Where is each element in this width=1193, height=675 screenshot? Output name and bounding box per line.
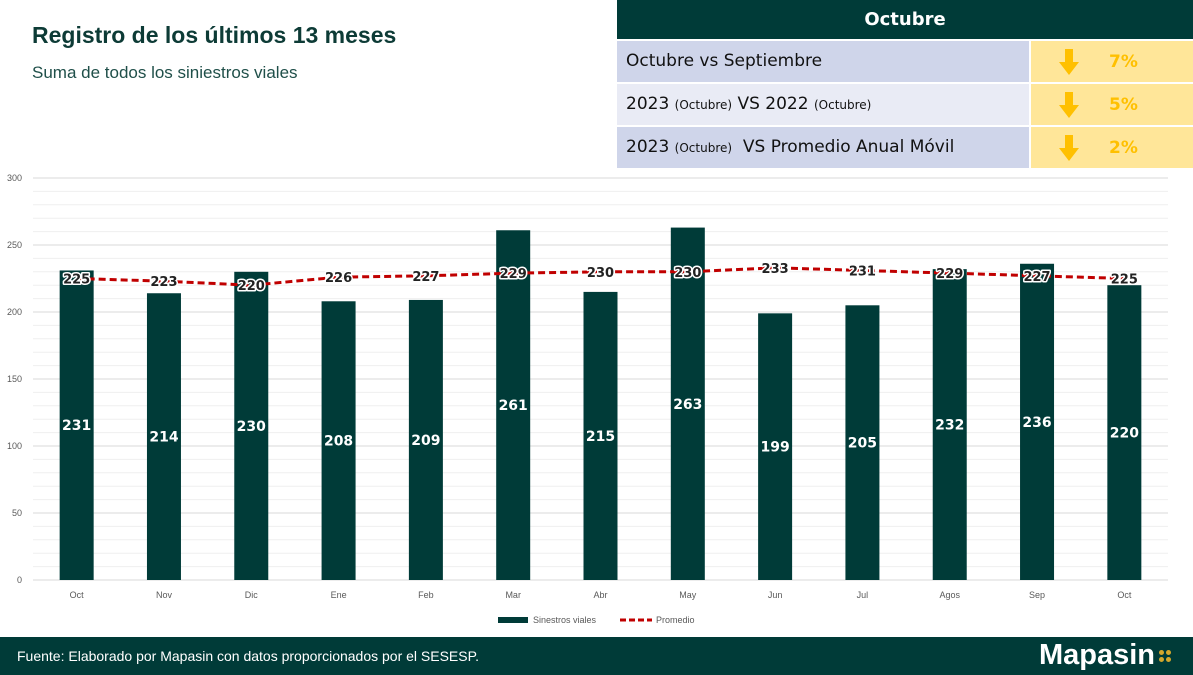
bar-value-label: 220: [1110, 426, 1139, 442]
summary-row: Octubre vs Septiembre 7%: [617, 41, 1193, 82]
x-tick-label: Jul: [857, 590, 869, 600]
label-part: (Octubre): [813, 98, 872, 112]
change-value: 5%: [1109, 94, 1138, 115]
promedio-value-label: 229: [500, 267, 527, 282]
x-tick-label: Sep: [1029, 590, 1045, 600]
bar-value-label: 263: [673, 397, 702, 413]
arrow-down-icon: [1059, 134, 1079, 161]
label-part: 2023: [626, 137, 675, 157]
label-part: VS Promedio Anual Móvil: [732, 137, 955, 157]
y-tick-label: 200: [7, 307, 22, 317]
x-tick-label: Feb: [418, 590, 434, 600]
promedio-line: [76, 266, 1125, 287]
bar-value-label: 232: [935, 418, 964, 434]
y-tick-label: 50: [12, 508, 22, 518]
summary-row-value: 5%: [1031, 84, 1193, 125]
y-tick-label: 100: [7, 441, 22, 451]
logo-dots-icon: [1159, 649, 1171, 662]
bar-value-label: 214: [149, 430, 178, 446]
bar: [932, 269, 967, 580]
y-tick-label: 150: [7, 374, 22, 384]
promedio-value-label: 230: [587, 266, 614, 281]
x-tick-label: Jun: [768, 590, 783, 600]
page-title: Registro de los últimos 13 meses: [32, 22, 397, 48]
x-tick-label: Oct: [70, 590, 85, 600]
source-note: Fuente: Elaborado por Mapasin con datos …: [17, 648, 480, 664]
x-tick-label: Abr: [593, 590, 607, 600]
bar: [408, 299, 443, 580]
bar-value-label: 199: [760, 440, 789, 456]
bar: [583, 291, 618, 580]
promedio-value-label: 225: [1111, 273, 1138, 288]
summary-row-label: 2023 (Octubre) VS Promedio Anual Móvil: [617, 127, 1029, 168]
promedio-value-label: 227: [1023, 270, 1050, 285]
footer: Fuente: Elaborado por Mapasin con datos …: [0, 637, 1193, 675]
promedio-value-label: 233: [762, 262, 789, 277]
bar-value-label: 261: [499, 398, 528, 414]
summary-row-value: 7%: [1031, 41, 1193, 82]
bar: [845, 305, 880, 580]
summary-header: Octubre: [617, 0, 1193, 39]
x-tick-label: Dic: [245, 590, 258, 600]
summary-table: Octubre Octubre vs Septiembre 7% 2023 (Oct…: [617, 0, 1193, 168]
x-tick-label: Agos: [939, 590, 960, 600]
bar-value-label: 236: [1022, 415, 1051, 431]
bar-value-label: 209: [411, 433, 440, 449]
summary-row: 2023 (Octubre) VS Promedio Anual Móvil 2%: [617, 127, 1193, 168]
bar: [321, 301, 356, 580]
summary-row-label: Octubre vs Septiembre: [617, 41, 1029, 82]
summary-row-value: 2%: [1031, 127, 1193, 168]
label-part: VS 2022: [732, 94, 814, 114]
bar: [670, 227, 705, 580]
page-subtitle: Suma de todos los siniestros viales: [32, 63, 298, 82]
bar: [59, 270, 94, 580]
promedio-value-label: 220: [238, 279, 265, 294]
x-tick-label: Nov: [156, 590, 173, 600]
promedio-value-label: 230: [674, 266, 701, 281]
y-tick-label: 300: [7, 173, 22, 183]
promedio-value-label: 223: [150, 275, 177, 290]
mapasin-logo: Mapasin: [1039, 639, 1171, 672]
bar: [234, 271, 269, 580]
bar-value-label: 215: [586, 429, 615, 445]
legend-bar-label: Sinestros viales: [533, 615, 597, 625]
promedio-value-label: 225: [63, 273, 90, 288]
y-tick-label: 250: [7, 240, 22, 250]
bar: [1107, 285, 1142, 580]
label-part: (Octubre): [674, 98, 733, 112]
bar: [146, 293, 181, 580]
logo-text: Mapasin: [1038, 639, 1155, 671]
summary-row: 2023 (Octubre) VS 2022 (Octubre) 5%: [617, 84, 1193, 125]
bar: [1020, 263, 1055, 580]
arrow-down-icon: [1059, 91, 1079, 118]
bar-value-label: 208: [324, 434, 353, 450]
label-part: 2023: [626, 94, 675, 114]
bar: [758, 313, 793, 580]
promedio-value-label: 229: [936, 267, 963, 282]
promedio-value-label: 231: [849, 264, 876, 279]
change-value: 7%: [1109, 51, 1138, 72]
legend-bar-swatch: [498, 617, 528, 623]
bar: [496, 230, 531, 580]
bar-value-label: 231: [62, 418, 91, 434]
x-tick-label: Ene: [331, 590, 347, 600]
y-tick-label: 0: [17, 575, 22, 585]
x-tick-label: May: [679, 590, 697, 600]
label-part: (Octubre): [674, 141, 733, 155]
promedio-value-label: 227: [412, 270, 439, 285]
bar-value-label: 205: [848, 436, 877, 452]
label-part: Octubre vs Septiembre: [626, 51, 823, 71]
summary-row-label: 2023 (Octubre) VS 2022 (Octubre): [617, 84, 1029, 125]
x-tick-label: Oct: [1117, 590, 1132, 600]
x-tick-label: Mar: [505, 590, 521, 600]
chart: 0 50 100 150 200 250 300 231 Oct 214 Nov 230 Dic 208 E…: [7, 173, 1168, 625]
legend-line-label: Promedio: [656, 615, 695, 625]
bar-value-label: 230: [237, 419, 266, 435]
promedio-value-label: 226: [325, 271, 352, 286]
change-value: 2%: [1109, 137, 1138, 158]
arrow-down-icon: [1059, 48, 1079, 75]
